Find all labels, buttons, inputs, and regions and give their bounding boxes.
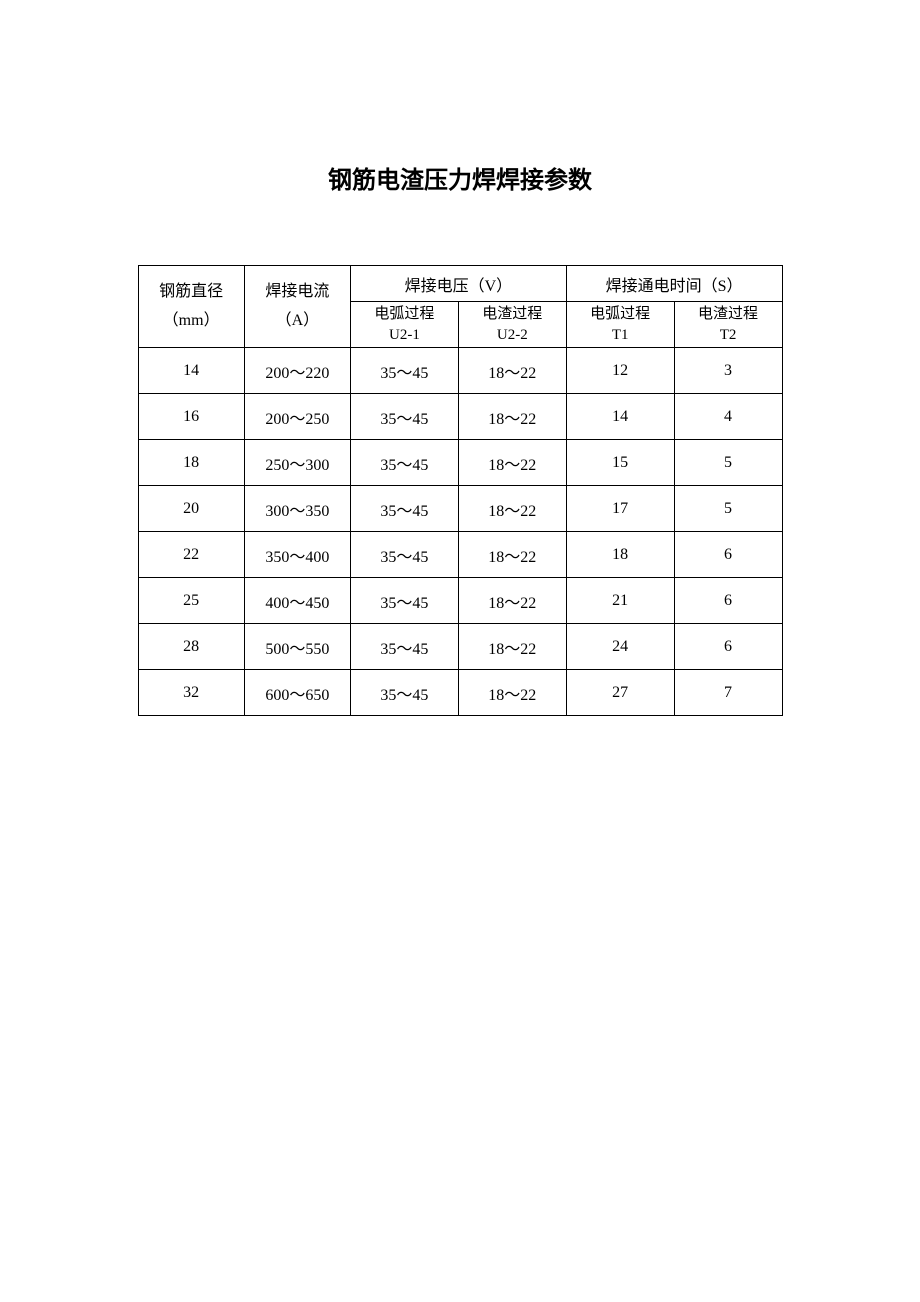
header-current-line1: 焊接电流 (245, 278, 350, 307)
cell-diameter: 22 (138, 532, 244, 578)
header-voltage-arc-line2: U2-1 (351, 325, 458, 345)
cell-voltage-arc: 35～45 (351, 486, 459, 532)
cell-time-arc: 24 (566, 624, 674, 670)
cell-voltage-slag: 18～22 (458, 394, 566, 440)
cell-voltage-slag: 18～22 (458, 532, 566, 578)
cell-time-arc: 21 (566, 578, 674, 624)
cell-voltage-slag: 18～22 (458, 486, 566, 532)
cell-time-slag: 3 (674, 348, 782, 394)
cell-voltage-arc: 35～45 (351, 394, 459, 440)
cell-current: 300～350 (244, 486, 350, 532)
cell-diameter: 16 (138, 394, 244, 440)
header-diameter-line1: 钢筋直径 (139, 278, 244, 307)
cell-diameter: 28 (138, 624, 244, 670)
table-row: 22 350～400 35～45 18～22 18 6 (138, 532, 782, 578)
cell-time-arc: 15 (566, 440, 674, 486)
header-voltage-slag: 电渣过程 U2-2 (458, 302, 566, 348)
table-row: 16 200～250 35～45 18～22 14 4 (138, 394, 782, 440)
cell-voltage-arc: 35～45 (351, 440, 459, 486)
cell-time-slag: 6 (674, 532, 782, 578)
page-title: 钢筋电渣压力焊焊接参数 (0, 160, 920, 195)
cell-voltage-slag: 18～22 (458, 670, 566, 716)
cell-voltage-arc: 35～45 (351, 670, 459, 716)
cell-current: 600～650 (244, 670, 350, 716)
cell-time-slag: 5 (674, 486, 782, 532)
header-time-group: 焊接通电时间（S） (566, 266, 782, 302)
table-body: 14 200～220 35～45 18～22 12 3 16 200～250 3… (138, 348, 782, 716)
header-diameter-line2: （mm） (139, 307, 244, 336)
header-voltage-group: 焊接电压（V） (351, 266, 567, 302)
table-row: 20 300～350 35～45 18～22 17 5 (138, 486, 782, 532)
cell-current: 200～220 (244, 348, 350, 394)
cell-time-arc: 17 (566, 486, 674, 532)
table-header: 钢筋直径 （mm） 焊接电流 （A） 焊接电压（V） 焊接通电时间（S） 电弧过… (138, 266, 782, 348)
cell-time-slag: 6 (674, 578, 782, 624)
table-row: 18 250～300 35～45 18～22 15 5 (138, 440, 782, 486)
header-voltage-slag-line1: 电渣过程 (459, 304, 566, 324)
cell-current: 200～250 (244, 394, 350, 440)
cell-diameter: 25 (138, 578, 244, 624)
header-time-arc-line1: 电弧过程 (567, 304, 674, 324)
cell-diameter: 20 (138, 486, 244, 532)
header-time-arc-line2: T1 (567, 325, 674, 345)
cell-voltage-slag: 18～22 (458, 624, 566, 670)
header-voltage-slag-line2: U2-2 (459, 325, 566, 345)
cell-voltage-arc: 35～45 (351, 624, 459, 670)
cell-time-slag: 5 (674, 440, 782, 486)
cell-current: 250～300 (244, 440, 350, 486)
header-voltage-arc-line1: 电弧过程 (351, 304, 458, 324)
header-current: 焊接电流 （A） (244, 266, 350, 348)
table-row: 28 500～550 35～45 18～22 24 6 (138, 624, 782, 670)
cell-time-arc: 18 (566, 532, 674, 578)
cell-time-arc: 12 (566, 348, 674, 394)
header-time-slag-line1: 电渣过程 (675, 304, 782, 324)
header-current-line2: （A） (245, 307, 350, 336)
cell-diameter: 14 (138, 348, 244, 394)
header-time-slag: 电渣过程 T2 (674, 302, 782, 348)
cell-time-arc: 27 (566, 670, 674, 716)
cell-time-arc: 14 (566, 394, 674, 440)
cell-voltage-slag: 18～22 (458, 578, 566, 624)
cell-time-slag: 6 (674, 624, 782, 670)
cell-time-slag: 4 (674, 394, 782, 440)
cell-voltage-slag: 18～22 (458, 440, 566, 486)
cell-current: 350～400 (244, 532, 350, 578)
parameters-table-container: 钢筋直径 （mm） 焊接电流 （A） 焊接电压（V） 焊接通电时间（S） 电弧过… (138, 265, 783, 716)
cell-current: 400～450 (244, 578, 350, 624)
header-time-arc: 电弧过程 T1 (566, 302, 674, 348)
cell-diameter: 32 (138, 670, 244, 716)
cell-voltage-slag: 18～22 (458, 348, 566, 394)
cell-time-slag: 7 (674, 670, 782, 716)
cell-current: 500～550 (244, 624, 350, 670)
cell-voltage-arc: 35～45 (351, 578, 459, 624)
header-voltage-arc: 电弧过程 U2-1 (351, 302, 459, 348)
header-diameter: 钢筋直径 （mm） (138, 266, 244, 348)
table-row: 25 400～450 35～45 18～22 21 6 (138, 578, 782, 624)
table-row: 14 200～220 35～45 18～22 12 3 (138, 348, 782, 394)
cell-voltage-arc: 35～45 (351, 348, 459, 394)
cell-voltage-arc: 35～45 (351, 532, 459, 578)
table-row: 32 600～650 35～45 18～22 27 7 (138, 670, 782, 716)
cell-diameter: 18 (138, 440, 244, 486)
header-time-slag-line2: T2 (675, 325, 782, 345)
parameters-table: 钢筋直径 （mm） 焊接电流 （A） 焊接电压（V） 焊接通电时间（S） 电弧过… (138, 265, 783, 716)
